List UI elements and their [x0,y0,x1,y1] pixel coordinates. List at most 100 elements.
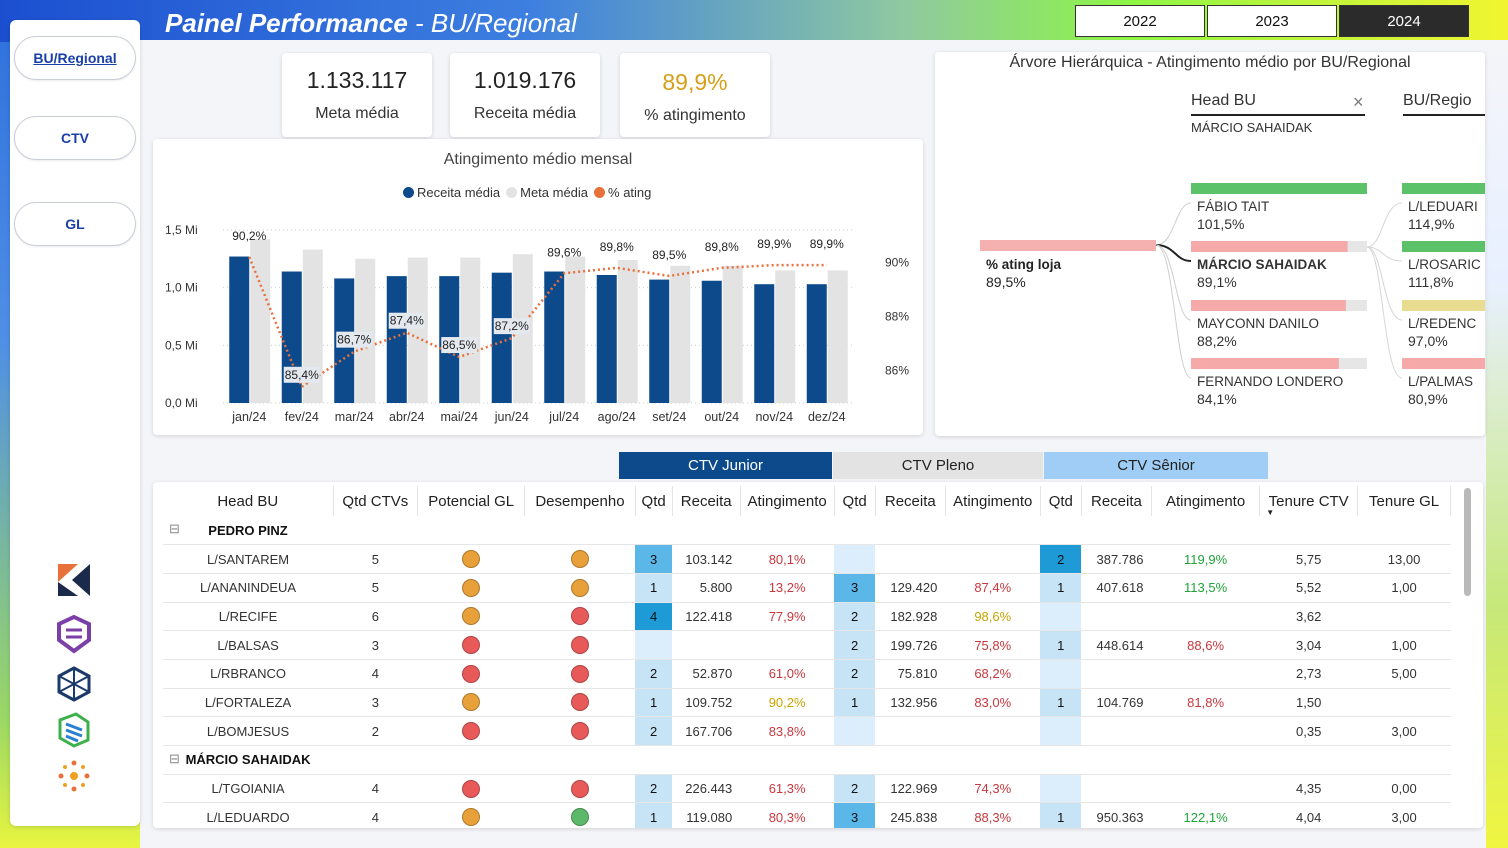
bar-receita[interactable] [701,280,722,403]
table-row[interactable]: L/RBRANCO 4 2 52.870 61,0% 2 75.810 68,2% 2,73 5,… [163,659,1451,689]
tree-bar[interactable] [1402,183,1485,194]
column-header[interactable]: Qtd [834,486,876,516]
column-header[interactable]: Potencial GL [417,486,526,516]
tree-root-bar[interactable] [980,240,1156,251]
table-row[interactable]: L/LEDUARDO 4 1 119.080 80,3% 3 245.838 88,3% 1 95… [163,802,1451,828]
column-header[interactable]: Receita [672,486,741,516]
collapse-icon[interactable]: ⊟ [169,521,180,536]
year-button-2024[interactable]: 2024 [1339,5,1469,37]
nav-ctv[interactable]: CTV [14,116,136,160]
table-row[interactable]: L/SANTAREM 5 3 103.142 80,1% 2 387.786 119,9% 5,… [163,544,1451,574]
bar-receita[interactable] [596,274,617,403]
bar-meta[interactable] [460,257,481,403]
cell-desempenho [524,802,636,828]
column-header[interactable]: Desempenho [524,486,636,516]
year-button-2023[interactable]: 2023 [1207,5,1337,37]
cell-pleno-receita: 122.969 [875,774,946,804]
bar-receita[interactable] [386,276,407,403]
cell-senior-receita: 387.786 [1081,544,1152,574]
table-row[interactable]: L/RECIFE 6 4 122.418 77,9% 2 182.928 98,6% 3,62 [163,602,1451,632]
line-data-label: 89,8% [705,240,739,254]
cell-potencial-gl [417,688,525,718]
column-header[interactable]: Receita [1081,486,1152,516]
cell-desempenho [524,659,636,689]
column-header[interactable]: Tenure CTV ▼ [1259,486,1359,517]
year-button-2022[interactable]: 2022 [1075,5,1205,37]
tree-level1-header: Head BU [1191,92,1256,109]
tree-bar[interactable] [1191,241,1348,252]
cell-qtd-ctvs: 4 [333,802,418,828]
close-icon[interactable]: × [1353,92,1364,112]
sidebar: BU/Regional CTV GL [10,20,140,826]
tree-bar[interactable] [1191,183,1367,194]
tree-title: Árvore Hierárquica - Atingimento médio p… [1009,54,1411,71]
table-group-row[interactable]: ⊟ MÁRCIO SAHAIDAK [163,745,1451,775]
column-header[interactable]: Qtd [1040,486,1082,516]
tree-bar[interactable] [1191,300,1346,311]
bar-meta[interactable] [407,257,428,403]
bar-meta[interactable] [617,259,638,403]
bar-meta[interactable] [355,258,376,403]
line-label-bg [336,331,373,348]
tree-bar[interactable] [1191,358,1339,369]
y2-tick-label: 88% [885,310,909,324]
legend-receita[interactable]: Receita média [403,185,500,200]
cell-empty [524,745,636,775]
cell-senior-ating: 113,5% [1151,573,1260,603]
column-header[interactable]: Qtd CTVs [333,486,419,516]
cell-potencial-gl [417,544,525,574]
column-header[interactable]: Atingimento [1151,486,1261,516]
collapse-icon[interactable]: ⊟ [169,751,180,766]
column-header[interactable]: Atingimento [945,486,1041,516]
column-header[interactable]: Tenure GL [1357,486,1451,516]
sort-desc-icon[interactable]: ▼ [1266,508,1275,517]
table-group-row[interactable]: ⊟ PEDRO PINZ [163,516,1451,546]
table-row[interactable]: L/BOMJESUS 2 2 167.706 83,8% 0,35 3,00 [163,716,1451,746]
tree-node-name: L/LEDUARI [1408,199,1478,214]
legend-meta[interactable]: Meta média [506,185,588,200]
nav-gl[interactable]: GL [14,202,136,246]
cell-tenure-gl: 1,00 [1357,630,1451,660]
bar-receita[interactable] [806,284,827,403]
bar-meta[interactable] [827,270,848,403]
line-data-label: 90,2% [232,229,266,243]
chart-title: Atingimento médio mensal [443,151,633,168]
cell-pleno-qtd: 2 [834,774,876,804]
bar-receita[interactable] [649,279,670,403]
bar-meta[interactable] [722,265,743,403]
bar-receita[interactable] [544,271,565,403]
sun-logo-icon [58,760,90,792]
table-row[interactable]: L/ANANINDEUA 5 1 5.800 13,2% 3 129.420 87,4% 1 40… [163,573,1451,603]
tree-bar[interactable] [1402,358,1485,369]
bar-receita[interactable] [281,271,302,403]
legend-ating[interactable]: % ating [594,185,651,200]
bar-meta[interactable] [670,265,691,403]
tree-header-underline [1191,114,1365,116]
bar-meta[interactable] [250,239,271,403]
cell-junior-receita: 52.870 [672,659,741,689]
group-name: PEDRO PINZ [208,522,288,538]
bar-receita[interactable] [754,284,775,403]
bar-receita[interactable] [491,272,512,403]
bar-meta[interactable] [775,270,796,403]
line-data-label: 87,4% [390,314,424,328]
column-header[interactable]: Head BU [163,486,334,516]
bar-meta[interactable] [565,256,586,403]
column-header[interactable]: Qtd [635,486,673,516]
tree-bar[interactable] [1402,241,1485,252]
table-row[interactable]: L/BALSAS 3 2 199.726 75,8% 1 448.614 88,6% 3,04 1… [163,630,1451,660]
column-header[interactable]: Atingimento [740,486,835,516]
column-header[interactable]: Receita [875,486,946,516]
table-scrollbar[interactable] [1464,488,1471,596]
status-dot-icon [462,578,481,597]
nav-bu-regional[interactable]: BU/Regional [14,36,136,80]
cell-tenure-ctv: 5,52 [1259,573,1358,603]
table-row[interactable]: L/TGOIANIA 4 2 226.443 61,3% 2 122.969 74,3% 4,3… [163,774,1451,804]
cell-senior-receita [1081,659,1152,689]
cell-tenure-gl [1357,688,1451,718]
tree-bar[interactable] [1402,300,1485,311]
x-tick-label: mai/24 [440,410,478,424]
table-row[interactable]: L/FORTALEZA 3 1 109.752 90,2% 1 132.956 83,0% 1 1… [163,688,1451,718]
bar-receita[interactable] [229,256,250,403]
bar-meta[interactable] [302,249,323,403]
